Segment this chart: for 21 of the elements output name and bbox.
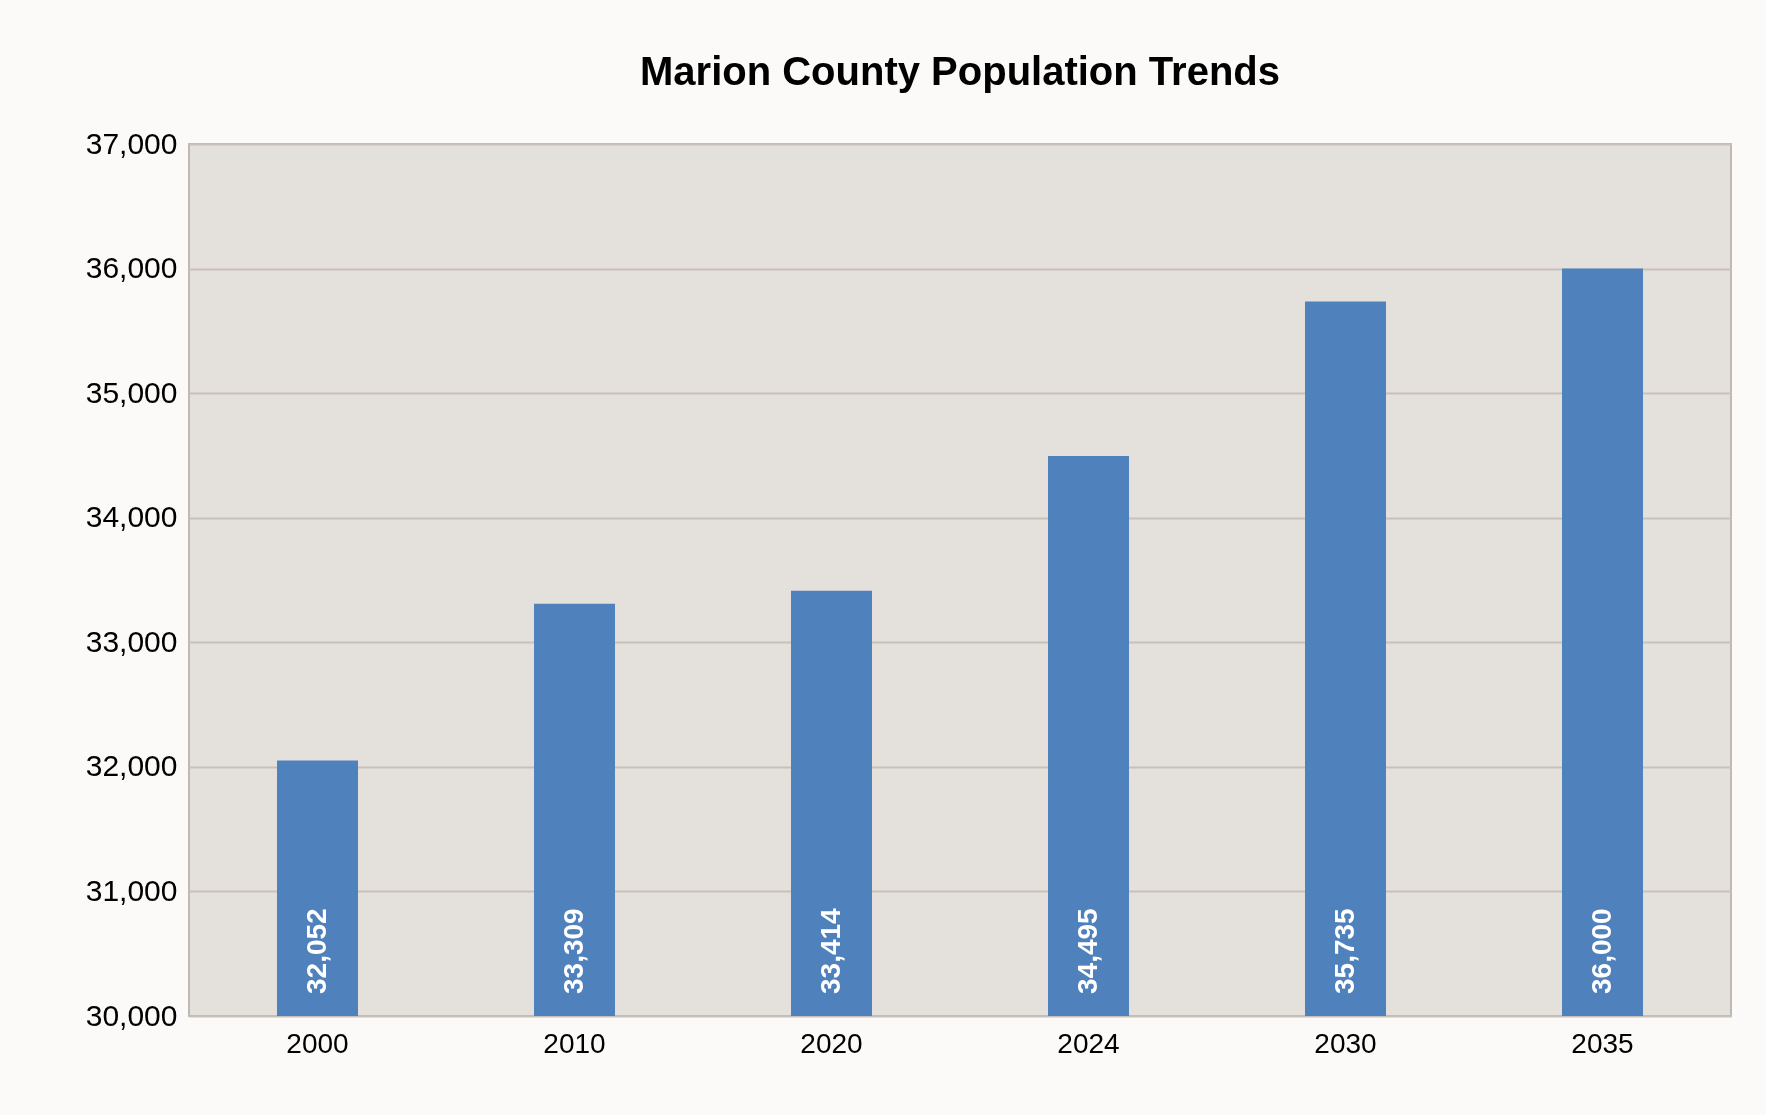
x-tick-label: 2035 (1571, 1027, 1634, 1059)
data-label: 36,000 (1585, 908, 1617, 994)
y-tick-label: 31,000 (85, 873, 178, 907)
y-tick-label: 35,000 (85, 375, 178, 409)
data-label: 33,309 (557, 908, 589, 994)
x-tick-label: 2010 (543, 1027, 606, 1059)
y-tick-label: 32,000 (85, 749, 178, 783)
x-tick-label: 2000 (286, 1027, 349, 1059)
y-tick-label: 36,000 (85, 251, 178, 285)
y-tick-label: 33,000 (85, 624, 178, 658)
y-tick-label: 37,000 (85, 126, 178, 160)
x-tick-label: 2030 (1314, 1027, 1377, 1059)
chart-title: Marion County Population Trends (640, 49, 1280, 93)
x-tick-label: 2020 (800, 1027, 863, 1059)
y-tick-label: 34,000 (85, 500, 178, 534)
data-label: 32,052 (300, 908, 332, 994)
data-label: 34,495 (1071, 908, 1103, 994)
data-label: 35,735 (1328, 908, 1360, 994)
x-tick-label: 2024 (1057, 1027, 1120, 1059)
y-tick-label: 30,000 (85, 998, 178, 1032)
data-label: 33,414 (814, 907, 846, 994)
